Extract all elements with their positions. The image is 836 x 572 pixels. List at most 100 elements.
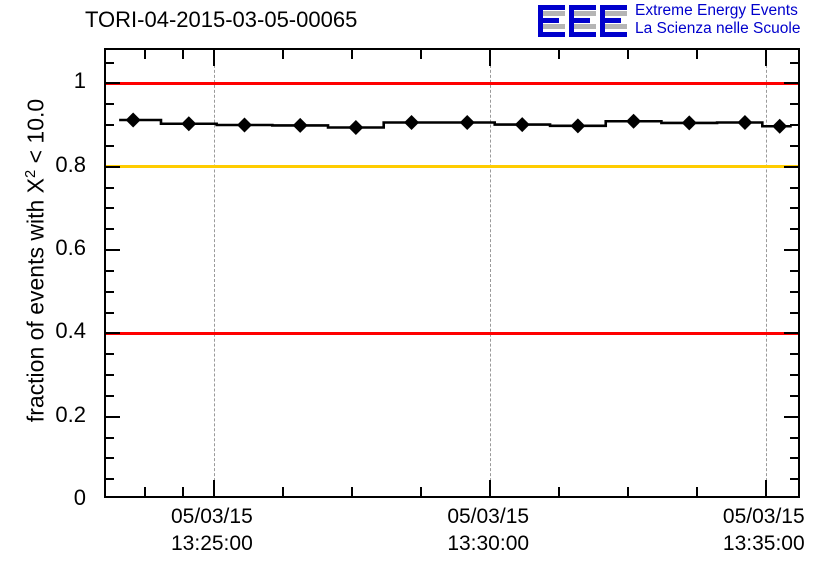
x-minor-tick	[182, 50, 185, 59]
y-tick-label: 0	[73, 485, 86, 510]
y-minor-tick	[106, 186, 114, 189]
y-major-tick	[106, 82, 120, 85]
y-minor-tick	[106, 144, 114, 147]
y-minor-tick	[790, 374, 798, 376]
x-major-tick	[489, 480, 492, 496]
y-major-tick	[106, 415, 120, 418]
data-point-marker	[125, 112, 141, 128]
x-minor-tick	[558, 50, 561, 59]
x-minor-tick	[419, 50, 422, 59]
data-point-marker	[737, 115, 753, 130]
data-point-marker	[681, 115, 697, 131]
y-minor-tick	[790, 478, 798, 481]
y-minor-tick	[790, 457, 798, 460]
y-minor-tick	[790, 311, 798, 314]
eee-logo-line1: Extreme Energy Events	[635, 2, 798, 19]
y-minor-tick	[790, 269, 798, 272]
x-major-tick	[212, 50, 215, 66]
y-tick-label: 0.2	[55, 401, 86, 427]
x-minor-tick	[282, 50, 285, 59]
data-point-marker	[292, 117, 308, 133]
plot-inner	[106, 50, 798, 496]
y-minor-tick	[790, 103, 798, 106]
y-minor-tick	[106, 61, 114, 64]
y-major-tick	[784, 82, 798, 85]
data-point-marker	[570, 118, 586, 134]
x-minor-tick	[696, 487, 699, 496]
y-major-tick	[784, 165, 798, 168]
x-minor-tick	[143, 487, 146, 496]
x-minor-tick	[143, 50, 146, 59]
series-markers	[125, 112, 788, 135]
x-tick-label: 05/03/15 13:30:00	[447, 503, 529, 557]
x-tick-label: 05/03/15 13:25:00	[171, 503, 253, 557]
x-minor-tick	[627, 487, 630, 496]
y-minor-tick	[790, 61, 798, 64]
x-minor-tick	[696, 50, 699, 59]
x-minor-tick	[419, 487, 422, 496]
x-minor-tick	[350, 487, 353, 496]
x-tick-label-time: 13:25:00	[171, 532, 253, 555]
x-tick-label-date: 05/03/15	[171, 505, 253, 528]
plot-area	[104, 48, 800, 498]
data-point-marker	[772, 118, 788, 134]
x-gridline	[213, 50, 215, 496]
y-minor-tick	[790, 207, 798, 210]
y-minor-tick	[106, 394, 114, 397]
y-minor-tick	[106, 207, 114, 210]
y-tick-label: 0.6	[55, 235, 86, 260]
y-minor-tick	[106, 228, 114, 231]
x-minor-tick	[764, 487, 767, 496]
x-minor-tick	[282, 487, 285, 496]
y-minor-tick	[106, 124, 114, 126]
y-minor-tick	[106, 290, 114, 293]
data-point-marker	[459, 115, 475, 130]
y-minor-tick	[106, 457, 114, 460]
y-major-tick	[784, 332, 798, 335]
x-gridline	[490, 50, 492, 496]
y-minor-tick	[790, 394, 798, 397]
y-minor-tick	[790, 124, 798, 126]
x-tick-label-date: 05/03/15	[447, 505, 530, 528]
x-gridline	[765, 50, 767, 496]
data-point-marker	[404, 115, 420, 130]
y-minor-tick	[790, 436, 798, 439]
y-minor-tick	[106, 436, 114, 439]
x-tick-label-time: 13:35:00	[722, 532, 805, 555]
eee-logo-mark	[538, 5, 627, 37]
x-minor-tick	[558, 487, 561, 496]
eee-logo-text: Extreme Energy Events La Scienza nelle S…	[635, 2, 835, 38]
x-minor-tick	[764, 50, 767, 59]
data-point-marker	[514, 117, 530, 133]
x-minor-tick	[627, 50, 630, 59]
chart-title: TORI-04-2015-03-05-00065	[85, 7, 358, 32]
eee-logo: Extreme Energy Events La Scienza nelle S…	[537, 2, 833, 40]
lower-red-threshold	[106, 331, 798, 335]
data-point-marker	[348, 120, 364, 135]
y-minor-tick	[106, 374, 114, 376]
x-minor-tick	[182, 487, 185, 496]
y-minor-tick	[106, 103, 114, 106]
data-point-marker	[181, 116, 197, 132]
y-minor-tick	[106, 269, 114, 272]
eee-logo-line2: La Scienza nelle Scuole	[635, 20, 801, 37]
y-tick-label: 1	[73, 68, 86, 94]
y-major-tick	[106, 249, 120, 251]
y-minor-tick	[106, 311, 114, 314]
x-tick-label-date: 05/03/15	[722, 505, 805, 528]
data-point-marker	[626, 113, 642, 129]
y-minor-tick	[106, 353, 114, 356]
gold-threshold	[106, 165, 798, 169]
y-minor-tick	[790, 186, 798, 189]
x-major-tick	[489, 50, 492, 66]
data-point-marker	[237, 117, 253, 133]
x-tick-label-time: 13:30:00	[447, 532, 530, 555]
x-major-tick	[212, 480, 215, 496]
y-major-tick	[784, 249, 798, 251]
y-minor-tick	[790, 144, 798, 147]
x-tick-label: 05/03/15 13:35:00	[723, 503, 805, 557]
x-minor-tick	[350, 50, 353, 59]
y-minor-tick	[790, 290, 798, 293]
x-axis-tick-labels: 05/03/15 13:25:00 05/03/15 13:30:00 05/03/15…	[104, 503, 805, 569]
